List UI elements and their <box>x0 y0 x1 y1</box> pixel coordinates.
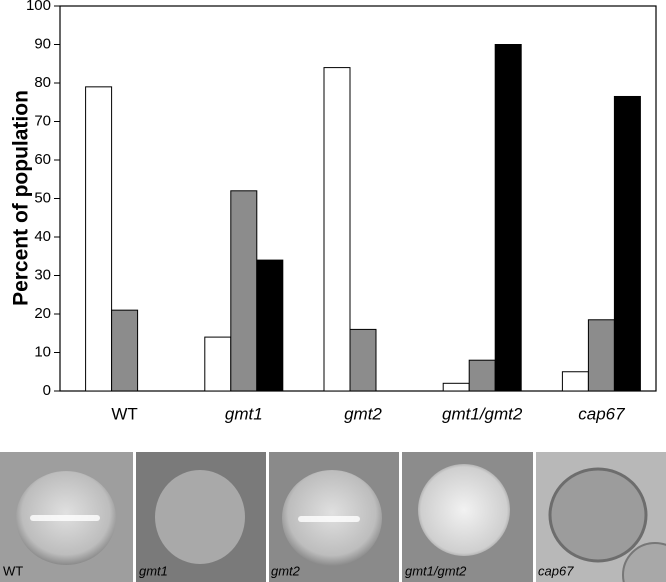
bar <box>561 371 589 392</box>
bar <box>442 382 470 392</box>
x-tick-label: gmt1 <box>225 404 263 423</box>
y-tick-label: 80 <box>34 74 51 91</box>
photo-label: cap67 <box>538 563 574 578</box>
y-axis-label: Percent of population <box>10 90 33 306</box>
bar <box>494 44 522 392</box>
y-tick-label: 100 <box>26 0 51 14</box>
bar <box>230 190 258 392</box>
bar <box>587 319 615 392</box>
y-tick-label: 70 <box>34 112 51 129</box>
photo-label: gmt1/gmt2 <box>405 563 467 578</box>
y-tick-label: 20 <box>34 305 51 322</box>
y-tick-label: 40 <box>34 228 51 245</box>
photo-label: WT <box>3 563 23 578</box>
bar <box>468 359 496 392</box>
bar <box>204 336 232 392</box>
bar <box>349 328 377 392</box>
colony <box>418 464 510 556</box>
colony <box>548 467 648 563</box>
y-tick-label: 0 <box>43 382 51 399</box>
colony <box>155 470 245 564</box>
colony <box>622 542 666 582</box>
y-tick-label: 30 <box>34 266 51 283</box>
y-tick-label: 10 <box>34 343 51 360</box>
x-tick-label: cap67 <box>578 404 625 423</box>
photo-label: gmt2 <box>271 563 301 578</box>
highlight <box>30 515 100 521</box>
photo-panels <box>0 452 666 582</box>
bar <box>256 259 284 392</box>
bar <box>323 67 351 392</box>
highlight <box>298 516 360 522</box>
bar <box>613 95 641 392</box>
photo-label: gmt1 <box>139 563 168 578</box>
y-tick-label: 90 <box>34 35 51 52</box>
x-tick-label: gmt2 <box>344 404 382 423</box>
x-tick-label: WT <box>111 404 137 423</box>
bar <box>111 309 139 392</box>
y-tick-label: 60 <box>34 151 51 168</box>
y-tick-label: 50 <box>34 189 51 206</box>
bar <box>85 86 113 392</box>
x-tick-label: gmt1/gmt2 <box>442 404 523 423</box>
